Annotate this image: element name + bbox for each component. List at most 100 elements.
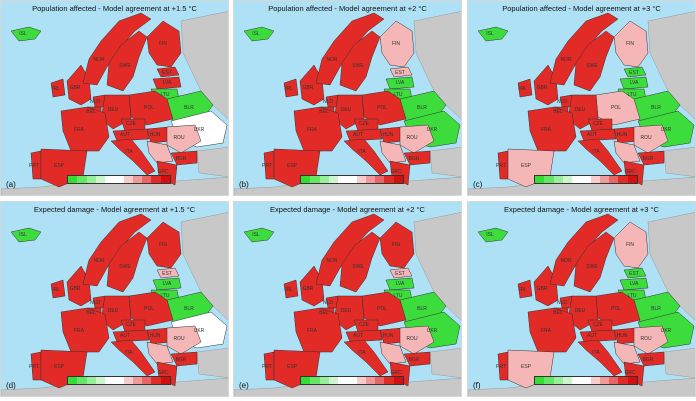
country-rou bbox=[166, 325, 202, 355]
legend-swatch bbox=[151, 176, 161, 183]
country-label: DEU bbox=[341, 308, 352, 314]
country-label: BEL bbox=[319, 310, 329, 316]
country-label: FRA bbox=[307, 328, 318, 334]
country-irl bbox=[283, 279, 299, 299]
country-fra bbox=[60, 307, 110, 353]
legend-swatch bbox=[599, 377, 610, 384]
country-grc bbox=[156, 160, 178, 186]
country-label: LVA bbox=[630, 281, 639, 287]
country-nor bbox=[549, 213, 619, 287]
country-bal bbox=[146, 341, 174, 365]
non-eu-land bbox=[663, 146, 695, 177]
country-label: PRT bbox=[29, 163, 39, 169]
country-bgr bbox=[170, 150, 198, 166]
panel-title: Population affected - Model agreement at… bbox=[502, 4, 661, 13]
country-nor bbox=[82, 213, 152, 287]
panel-letter: (f) bbox=[473, 381, 481, 390]
panel-letter: (a) bbox=[6, 180, 16, 189]
country-label: SWE bbox=[352, 63, 364, 69]
legend-swatch bbox=[310, 377, 320, 384]
color-legend bbox=[67, 175, 171, 184]
country-bgr bbox=[403, 351, 431, 367]
country-label: IRL bbox=[52, 86, 60, 92]
map-panel: ISL NOR SWE FIN EST LVA LTU BLR UKR POL DEU GBR IRL F… bbox=[467, 201, 696, 397]
legend-swatch bbox=[562, 377, 573, 384]
country-label: PRT bbox=[262, 163, 272, 169]
legend-swatch bbox=[590, 377, 600, 384]
country-label: FIN bbox=[626, 41, 634, 47]
color-legend bbox=[300, 376, 404, 385]
country-label: NLD bbox=[323, 99, 333, 105]
legend-swatch bbox=[365, 176, 376, 183]
country-label: LTU bbox=[393, 92, 402, 98]
country-isl bbox=[477, 26, 509, 42]
legend-swatch bbox=[86, 176, 96, 183]
country-label: ESP bbox=[521, 163, 532, 169]
country-label: AUT bbox=[353, 333, 363, 339]
legend-swatch bbox=[160, 176, 170, 183]
country-label: ESP bbox=[287, 163, 298, 169]
country-grc bbox=[623, 361, 645, 387]
legend-swatch bbox=[384, 377, 394, 384]
country-label: GBR bbox=[70, 85, 81, 91]
country-label: BLR bbox=[184, 306, 194, 312]
legend-swatch bbox=[356, 377, 366, 384]
country-label: LVA bbox=[163, 281, 172, 287]
legend-swatch bbox=[384, 176, 394, 183]
country-bal bbox=[379, 140, 407, 164]
country-label: BEL bbox=[86, 109, 96, 115]
country-label: IRL bbox=[285, 86, 293, 92]
legend-swatch bbox=[618, 377, 628, 384]
legend-swatch bbox=[627, 176, 637, 183]
country-label: NLD bbox=[323, 300, 333, 306]
country-irl bbox=[50, 78, 66, 98]
country-rou bbox=[166, 124, 202, 154]
country-isl bbox=[243, 227, 275, 243]
country-label: ROU bbox=[640, 336, 652, 342]
country-aut bbox=[112, 329, 150, 343]
country-label: FIN bbox=[159, 242, 167, 248]
legend-swatch bbox=[581, 176, 591, 183]
country-label: BEL bbox=[553, 109, 563, 115]
legend-swatch bbox=[86, 377, 96, 384]
country-rou bbox=[633, 124, 669, 154]
country-label: NLD bbox=[557, 300, 567, 306]
legend-swatch bbox=[301, 176, 311, 183]
country-label: BGR bbox=[409, 357, 420, 363]
panel-title: Expected damage - Model agreement at +2 … bbox=[270, 205, 425, 214]
country-label: ISL bbox=[252, 232, 260, 238]
color-legend bbox=[534, 175, 638, 184]
country-label: DEU bbox=[575, 107, 586, 113]
country-label: HUN bbox=[383, 132, 394, 138]
legend-swatch bbox=[123, 377, 133, 384]
country-label: LTU bbox=[160, 92, 169, 98]
country-bgr bbox=[403, 150, 431, 166]
legend-swatch bbox=[572, 377, 582, 384]
country-label: ROU bbox=[173, 135, 185, 141]
color-legend bbox=[300, 175, 404, 184]
country-label: ROU bbox=[640, 135, 652, 141]
country-nor bbox=[82, 12, 152, 86]
country-label: NOR bbox=[560, 258, 572, 264]
country-label: LVA bbox=[163, 80, 172, 86]
legend-swatch bbox=[535, 377, 545, 384]
country-est bbox=[623, 66, 647, 78]
country-label: EST bbox=[629, 271, 639, 277]
country-label: EST bbox=[162, 70, 172, 76]
europe-map: ISL NOR SWE FIN EST LVA LTU BLR UKR POL DEU GBR IRL F… bbox=[1, 212, 228, 396]
country-label: HUN bbox=[150, 132, 161, 138]
europe-map: ISL NOR SWE FIN EST LVA LTU BLR UKR POL DEU GBR IRL F… bbox=[468, 212, 695, 396]
country-label: BEL bbox=[319, 109, 329, 115]
legend-swatch bbox=[562, 176, 573, 183]
country-label: UKR bbox=[194, 127, 205, 133]
country-label: NOR bbox=[560, 57, 572, 63]
legend-swatch bbox=[114, 176, 124, 183]
map-panel: ISL NOR SWE FIN EST LVA LTU BLR UKR POL DEU GBR IRL F… bbox=[0, 0, 229, 196]
country-label: HUN bbox=[383, 333, 394, 339]
legend-swatch bbox=[319, 176, 329, 183]
country-label: DEU bbox=[108, 107, 119, 113]
legend-swatch bbox=[375, 176, 385, 183]
country-label: ESP bbox=[54, 163, 65, 169]
country-fin bbox=[146, 20, 182, 68]
